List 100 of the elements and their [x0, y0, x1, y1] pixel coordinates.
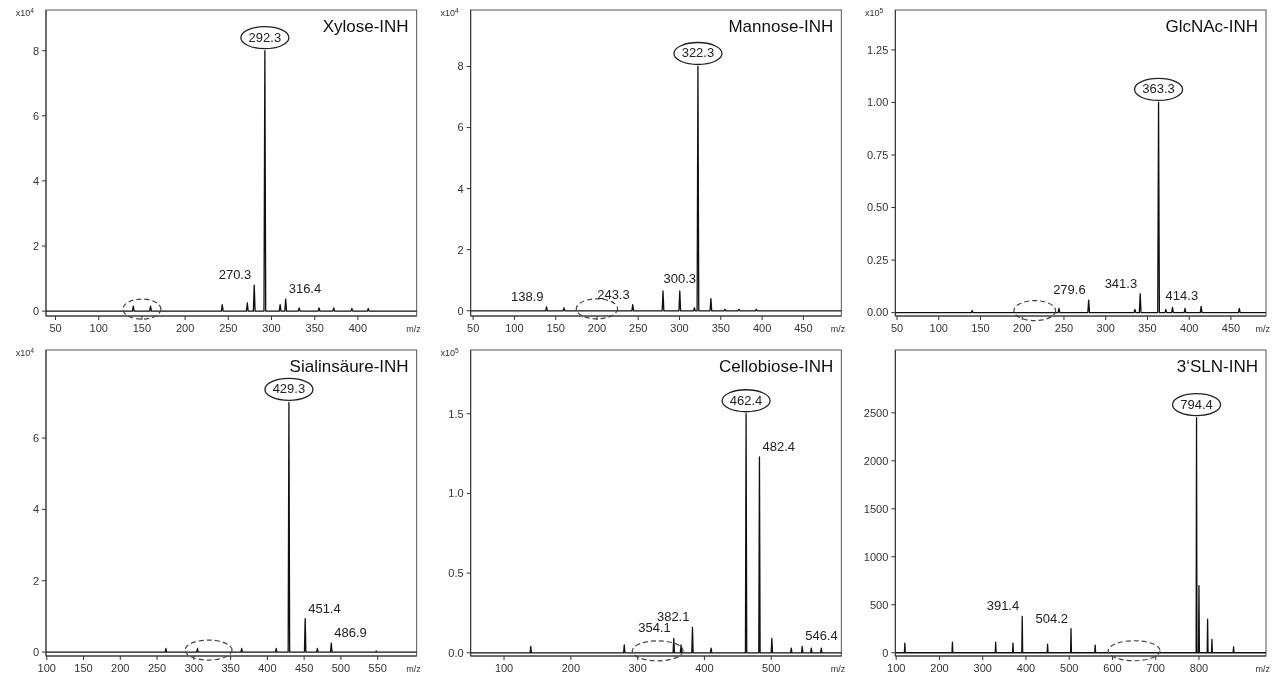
y-axis-title: x10$^{4}$ — [15, 6, 35, 18]
y-tick-label: 1000 — [863, 550, 889, 563]
annotation: 794.4 — [1180, 396, 1213, 412]
chart-title: Cellobiose-INH — [719, 357, 834, 376]
x-tick-label: 450 — [294, 662, 314, 674]
x-tick-label: 200 — [561, 662, 581, 674]
y-tick-label: 0.50 — [866, 201, 889, 214]
y-axis-title: x10$^{5}$ — [440, 346, 459, 358]
x-tick-label: 150 — [971, 322, 990, 334]
x-tick-label: 600 — [1103, 662, 1122, 674]
y-tick-label: 6 — [457, 121, 464, 134]
x-tick-label: 350 — [221, 662, 240, 674]
x-tick-label: 150 — [74, 662, 93, 674]
x-tick-label: 200 — [111, 662, 130, 674]
annotation: 414.3 — [1165, 288, 1199, 304]
x-tick-label: 50 — [467, 322, 480, 334]
annotation: 482.4 — [762, 438, 795, 454]
annotation: 316.4 — [288, 281, 322, 297]
x-tick-label: 200 — [1013, 322, 1032, 334]
x-axis-title: m/z — [830, 324, 846, 334]
y-tick-label: 1500 — [863, 502, 889, 515]
y-tick-label: 0.75 — [866, 148, 889, 161]
y-axis-title: x10$^{4}$ — [15, 346, 35, 358]
annotation: 270.3 — [218, 267, 252, 283]
annotation: 486.9 — [334, 625, 367, 641]
x-tick-label: 700 — [1146, 662, 1165, 674]
x-tick-label: 100 — [929, 322, 948, 334]
annotation: 451.4 — [308, 600, 341, 616]
x-tick-label: 400 — [1016, 662, 1036, 674]
annotation: 363.3 — [1142, 81, 1175, 97]
y-tick-label: 4 — [32, 503, 39, 516]
y-tick-label: 1.00 — [866, 96, 889, 109]
chart-title: Mannose-INH — [728, 17, 834, 36]
x-tick-label: 100 — [89, 322, 108, 334]
x-tick-label: 500 — [762, 662, 781, 674]
y-tick-label: 0.5 — [448, 566, 464, 579]
chart-title: GlcNAc-INH — [1165, 17, 1258, 36]
x-tick-label: 350 — [305, 322, 324, 334]
x-tick-label: 300 — [628, 662, 647, 674]
x-tick-label: 400 — [695, 662, 714, 674]
x-tick-label: 550 — [368, 662, 387, 674]
x-tick-label: 200 — [175, 322, 195, 334]
x-tick-label: 300 — [670, 322, 689, 334]
annotation: 138.9 — [510, 288, 544, 304]
x-axis-title: m/z — [406, 664, 422, 674]
x-axis-title: m/z — [830, 664, 846, 674]
y-tick-label: 2500 — [863, 406, 889, 419]
y-tick-label: 6 — [32, 431, 39, 444]
annotation: 429.3 — [272, 381, 306, 397]
line-series — [45, 50, 418, 312]
y-axis-title: x10$^{4}$ — [440, 6, 459, 18]
x-tick-label: 200 — [587, 322, 607, 334]
x-tick-label: 500 — [1060, 662, 1079, 674]
x-axis-title: m/z — [1255, 324, 1271, 334]
y-tick-label: 0 — [32, 304, 39, 317]
line-series — [470, 65, 842, 312]
x-tick-label: 300 — [973, 662, 992, 674]
x-tick-label: 100 — [505, 322, 524, 334]
annotation: 391.4 — [986, 598, 1020, 614]
annotation: 462.4 — [729, 392, 763, 408]
x-tick-label: 150 — [546, 322, 565, 334]
annotation: 292.3 — [248, 29, 282, 45]
y-tick-label: 4 — [457, 182, 464, 195]
chart-title: 3‘SLN-INH — [1176, 357, 1258, 376]
x-tick-label: 300 — [184, 662, 204, 674]
x-tick-label: 800 — [1189, 662, 1209, 674]
y-tick-label: 1.0 — [448, 487, 464, 500]
x-tick-label: 150 — [132, 322, 152, 334]
y-tick-label: 0 — [457, 304, 464, 317]
y-tick-label: 8 — [457, 60, 464, 73]
y-axis-title: x10$^{5}$ — [865, 6, 884, 18]
x-tick-label: 300 — [262, 322, 281, 334]
y-tick-label: 0 — [32, 645, 39, 658]
x-tick-label: 300 — [1096, 322, 1115, 334]
y-tick-label: 2000 — [863, 454, 889, 467]
chart-title: Xylose-INH — [322, 17, 409, 36]
x-tick-label: 450 — [1221, 322, 1241, 334]
x-tick-label: 250 — [629, 322, 648, 334]
x-tick-label: 350 — [1138, 322, 1157, 334]
annotation: 341.3 — [1104, 275, 1138, 291]
x-tick-label: 250 — [147, 662, 167, 674]
x-tick-label: 400 — [348, 322, 368, 334]
annotation: 243.3 — [597, 286, 630, 302]
x-tick-label: 250 — [219, 322, 238, 334]
y-tick-label: 2 — [457, 243, 464, 256]
chart-title: Sialinsäure-INH — [289, 357, 409, 376]
x-axis-title: m/z — [1255, 664, 1271, 674]
y-tick-label: 8 — [32, 44, 39, 57]
line-series — [45, 401, 418, 653]
y-tick-label: 0 — [882, 646, 889, 659]
x-tick-label: 450 — [794, 322, 813, 334]
annotation: 322.3 — [681, 45, 715, 61]
y-tick-label: 2 — [32, 239, 39, 252]
y-tick-label: 1.5 — [448, 407, 464, 420]
y-tick-label: 4 — [32, 174, 39, 187]
y-tick-label: 6 — [32, 109, 39, 122]
y-tick-label: 0.25 — [866, 253, 889, 266]
annotation: 546.4 — [805, 628, 838, 644]
annotation: 354.1 — [638, 620, 671, 636]
annotation: 504.2 — [1035, 610, 1069, 626]
